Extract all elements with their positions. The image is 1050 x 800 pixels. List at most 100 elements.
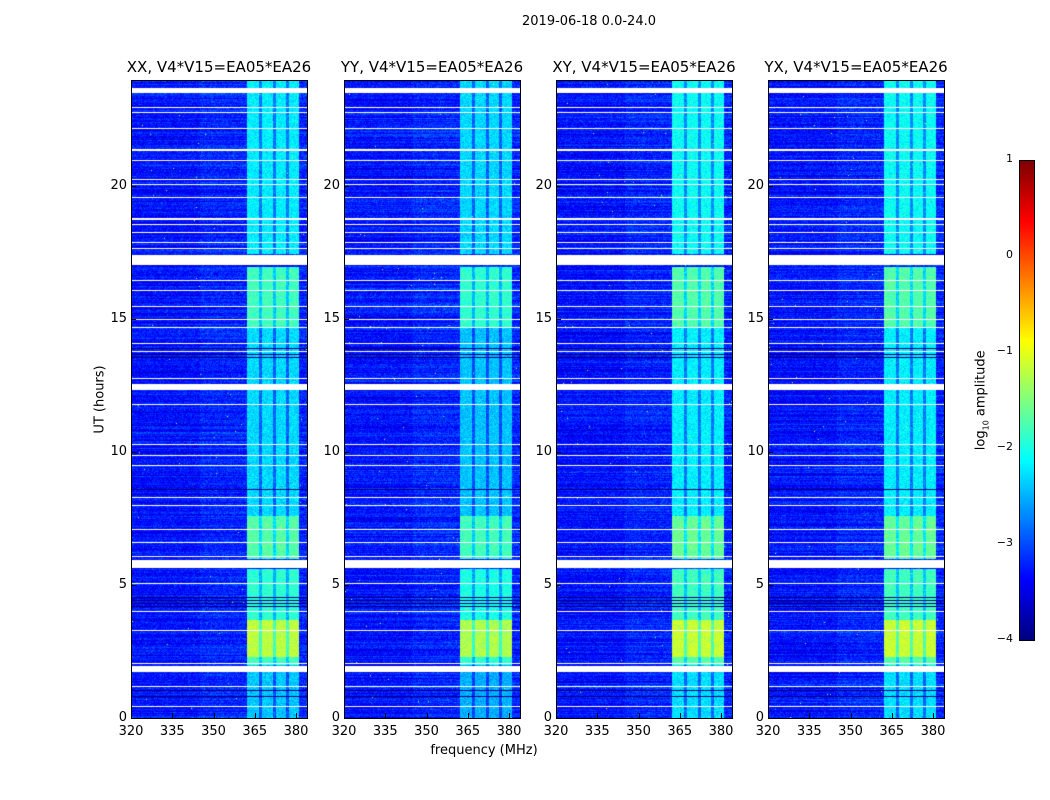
x-tick-label: 380 bbox=[496, 724, 522, 739]
x-tick-mark bbox=[385, 713, 387, 718]
x-tick-label: 320 bbox=[118, 724, 144, 739]
y-tick-label: 0 bbox=[118, 710, 127, 725]
colorbar-tick-label: −4 bbox=[996, 632, 1013, 645]
panel-title: YY, V4*V15=EA05*EA26 bbox=[340, 58, 524, 76]
y-tick-label: 0 bbox=[331, 710, 340, 725]
y-tick-label: 20 bbox=[535, 178, 552, 194]
x-tick-label: 335 bbox=[159, 724, 185, 739]
y-tick-label: 15 bbox=[323, 311, 340, 327]
colorbar-tick-label: −2 bbox=[996, 440, 1013, 453]
y-tick-label: 20 bbox=[110, 178, 127, 194]
x-tick-label: 380 bbox=[920, 724, 946, 739]
y-tick-label: 15 bbox=[747, 311, 764, 327]
x-tick-label: 380 bbox=[283, 724, 309, 739]
y-tick-label: 10 bbox=[323, 444, 340, 460]
colorbar bbox=[1019, 160, 1035, 641]
x-tick-label: 365 bbox=[879, 724, 905, 739]
y-tick-label: 10 bbox=[110, 444, 127, 460]
y-tick-label: 0 bbox=[755, 710, 764, 725]
y-tick-mark bbox=[768, 319, 773, 321]
y-tick-mark bbox=[344, 186, 349, 188]
x-tick-label: 350 bbox=[201, 724, 226, 739]
x-tick-label: 320 bbox=[755, 724, 781, 739]
y-tick-label: 5 bbox=[118, 577, 127, 593]
y-tick-label: 5 bbox=[331, 577, 340, 593]
x-tick-label: 365 bbox=[667, 724, 693, 739]
x-tick-mark bbox=[556, 713, 557, 718]
y-tick-mark bbox=[344, 585, 349, 587]
panel-title: XY, V4*V15=EA05*EA26 bbox=[552, 58, 736, 76]
figure-title: 2019-06-18 0.0-24.0 bbox=[522, 14, 656, 29]
colorbar-label: log10 amplitude bbox=[974, 340, 991, 460]
y-tick-mark bbox=[768, 718, 773, 719]
panel-title: XX, V4*V15=EA05*EA26 bbox=[126, 58, 312, 76]
y-tick-label: 15 bbox=[535, 311, 552, 327]
y-tick-mark bbox=[131, 319, 136, 321]
x-tick-mark bbox=[809, 713, 811, 718]
x-tick-mark bbox=[597, 713, 599, 718]
y-tick-mark bbox=[131, 718, 136, 719]
y-tick-label: 5 bbox=[543, 577, 552, 593]
y-tick-mark bbox=[556, 585, 561, 587]
heatmap-image bbox=[557, 81, 732, 718]
y-tick-mark bbox=[768, 585, 773, 587]
x-tick-mark bbox=[638, 713, 640, 718]
x-tick-mark bbox=[254, 713, 256, 718]
x-tick-mark bbox=[344, 713, 345, 718]
colorbar-label-suffix: amplitude bbox=[973, 350, 989, 421]
panel-title: YX, V4*V15=EA05*EA26 bbox=[764, 58, 948, 76]
y-tick-mark bbox=[344, 319, 349, 321]
waterfall-panel bbox=[344, 80, 521, 719]
x-tick-label: 320 bbox=[543, 724, 569, 739]
y-tick-mark bbox=[131, 186, 136, 188]
x-tick-mark bbox=[721, 713, 722, 718]
y-tick-mark bbox=[344, 718, 349, 719]
heatmap-image bbox=[769, 81, 944, 718]
waterfall-panel bbox=[768, 80, 945, 719]
x-tick-mark bbox=[172, 713, 174, 718]
y-tick-mark bbox=[131, 452, 136, 454]
colorbar-tick-label: 0 bbox=[1006, 248, 1013, 261]
y-tick-mark bbox=[768, 452, 773, 454]
x-tick-label: 350 bbox=[626, 724, 651, 739]
x-tick-mark bbox=[296, 713, 297, 718]
y-tick-label: 15 bbox=[110, 311, 127, 327]
x-tick-mark bbox=[467, 713, 469, 718]
x-tick-label: 380 bbox=[708, 724, 734, 739]
x-tick-mark bbox=[768, 713, 769, 718]
y-tick-mark bbox=[556, 452, 561, 454]
colorbar-label-sub: 10 bbox=[981, 420, 991, 431]
x-tick-label: 335 bbox=[584, 724, 610, 739]
x-tick-mark bbox=[891, 713, 893, 718]
x-tick-label: 350 bbox=[414, 724, 439, 739]
x-tick-mark bbox=[509, 713, 510, 718]
x-tick-label: 365 bbox=[242, 724, 268, 739]
colorbar-tick-label: 1 bbox=[1006, 152, 1013, 165]
x-tick-label: 335 bbox=[796, 724, 822, 739]
y-tick-label: 10 bbox=[535, 444, 552, 460]
x-tick-mark bbox=[933, 713, 934, 718]
x-tick-mark bbox=[213, 713, 215, 718]
waterfall-panel bbox=[556, 80, 733, 719]
colorbar-label-prefix: log bbox=[973, 430, 989, 451]
x-axis-label: frequency (MHz) bbox=[430, 743, 538, 758]
y-tick-mark bbox=[556, 319, 561, 321]
y-tick-label: 20 bbox=[747, 178, 764, 194]
y-tick-mark bbox=[131, 585, 136, 587]
x-tick-mark bbox=[131, 713, 132, 718]
y-tick-mark bbox=[344, 452, 349, 454]
x-tick-mark bbox=[426, 713, 428, 718]
x-tick-label: 365 bbox=[455, 724, 481, 739]
x-tick-mark bbox=[850, 713, 852, 718]
x-tick-mark bbox=[679, 713, 681, 718]
waterfall-panel bbox=[131, 80, 308, 719]
y-tick-label: 10 bbox=[747, 444, 764, 460]
y-tick-label: 5 bbox=[755, 577, 764, 593]
heatmap-image bbox=[132, 81, 307, 718]
y-tick-mark bbox=[768, 186, 773, 188]
colorbar-gradient bbox=[1020, 161, 1034, 640]
y-tick-mark bbox=[556, 718, 561, 719]
y-tick-label: 0 bbox=[543, 710, 552, 725]
x-tick-label: 320 bbox=[331, 724, 357, 739]
